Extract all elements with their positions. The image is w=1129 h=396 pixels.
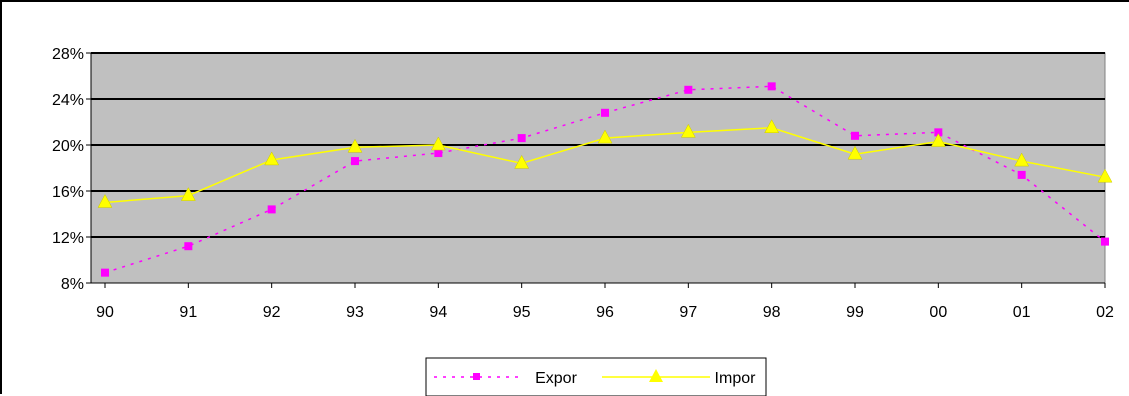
y-tick-label: 24%	[52, 92, 84, 109]
data-point-expor	[601, 108, 609, 117]
x-tick-label: 94	[429, 304, 447, 321]
data-point-expor	[184, 242, 193, 251]
data-point-expor	[851, 131, 859, 140]
data-point-impor	[97, 193, 113, 208]
x-tick-label: 90	[96, 304, 114, 321]
x-tick-label: 96	[596, 304, 614, 321]
data-point-impor	[430, 136, 446, 151]
x-tick-label: 92	[263, 304, 281, 321]
legend: Expor Impor	[425, 357, 767, 396]
data-point-expor	[517, 134, 526, 143]
data-point-expor	[434, 149, 443, 158]
data-point-expor	[1017, 170, 1026, 179]
data-point-impor	[180, 187, 196, 201]
y-tick-label: 28%	[52, 46, 84, 63]
plot-area	[90, 52, 1106, 284]
x-tick-label: 02	[1096, 304, 1114, 321]
data-point-impor	[1097, 168, 1113, 183]
data-point-expor	[267, 205, 276, 214]
data-point-impor	[764, 119, 780, 133]
data-point-impor	[264, 151, 280, 166]
y-tick-label: 16%	[52, 184, 84, 201]
data-point-expor	[934, 128, 943, 137]
x-tick-label: 01	[1013, 304, 1031, 321]
x-tick-label: 99	[846, 304, 864, 321]
legend-label-impor: Impor	[715, 370, 757, 387]
data-point-impor	[597, 129, 613, 144]
data-point-impor	[680, 123, 696, 138]
y-tick-label: 20%	[52, 138, 84, 155]
data-point-expor	[684, 85, 693, 94]
data-point-impor	[847, 145, 863, 160]
y-tick-label: 12%	[52, 230, 84, 247]
x-tick-label: 98	[763, 304, 781, 321]
x-tick-label: 95	[513, 304, 531, 321]
data-point-expor	[101, 268, 109, 277]
data-point-impor	[347, 138, 363, 153]
data-point-impor	[930, 133, 946, 147]
x-tick-label: 00	[929, 304, 947, 321]
x-axis-tick-labels: 90 91 92 93 94 95 96 97 98 99 00 01 02	[96, 283, 1114, 321]
data-point-impor	[1014, 152, 1030, 167]
data-point-expor	[351, 157, 359, 166]
legend-label-expor: Expor	[535, 370, 577, 387]
data-point-expor	[767, 82, 776, 91]
series	[97, 82, 1113, 277]
x-tick-label: 91	[179, 304, 197, 321]
y-axis-tick-labels: 8% 12% 16% 20% 24% 28%	[52, 46, 84, 293]
data-point-expor	[1101, 237, 1109, 246]
legend-marker-expor	[473, 373, 480, 380]
legend-marker-impor	[649, 369, 663, 382]
y-tick-label: 8%	[61, 276, 84, 293]
axes	[90, 53, 1105, 284]
x-tick-label: 93	[346, 304, 364, 321]
data-point-impor	[514, 154, 530, 169]
x-tick-label: 97	[679, 304, 697, 321]
